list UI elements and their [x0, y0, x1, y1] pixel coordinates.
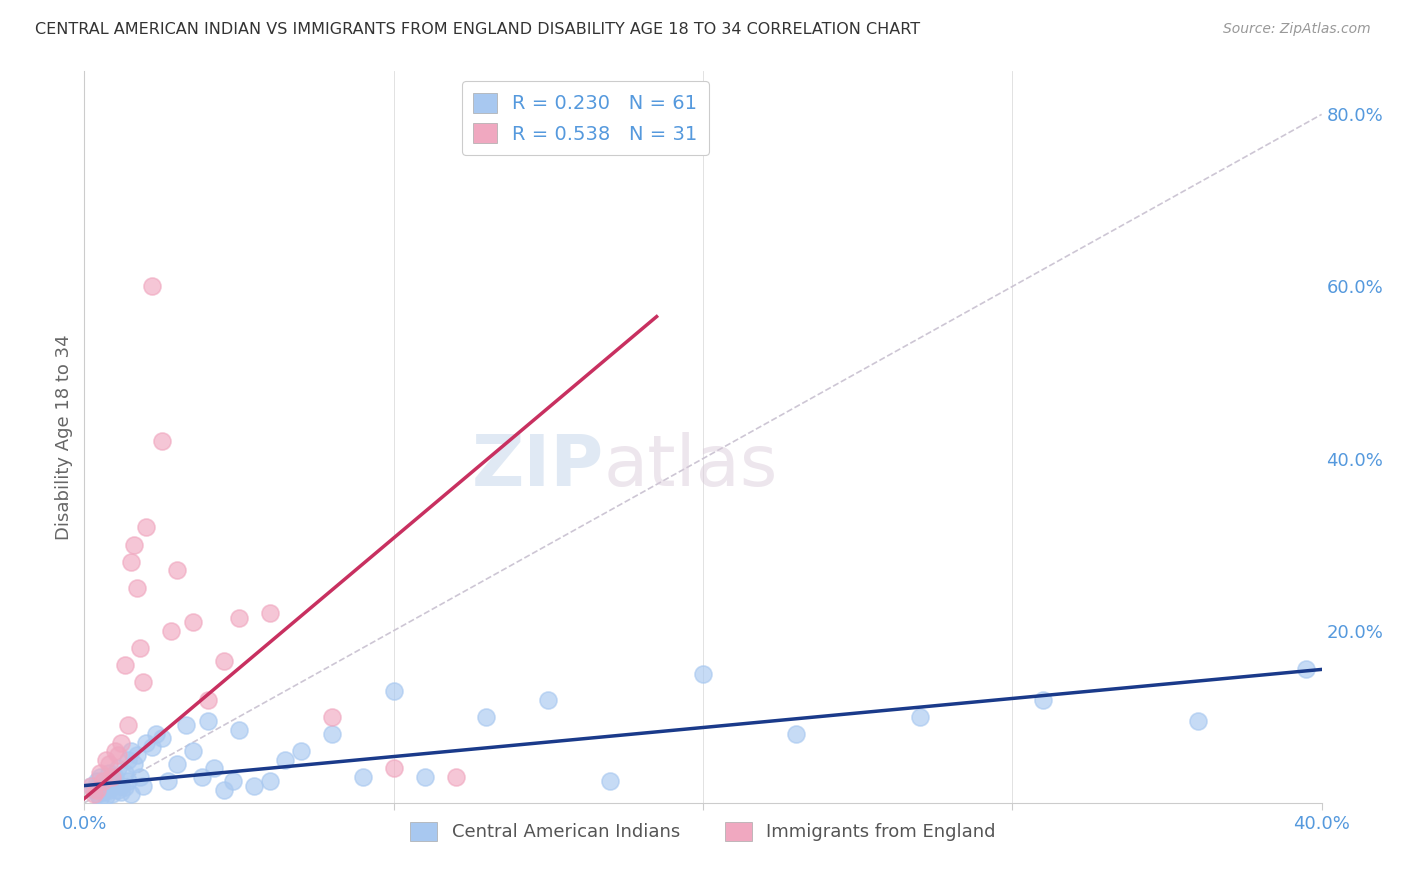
Point	[692, 666, 714, 681]
Point	[197, 714, 219, 728]
Point	[79, 779, 101, 793]
Point	[91, 785, 114, 799]
Point	[110, 779, 132, 793]
Point	[94, 753, 117, 767]
Point	[212, 783, 235, 797]
Point	[135, 520, 157, 534]
Point	[444, 770, 467, 784]
Point	[117, 718, 139, 732]
Point	[89, 791, 111, 805]
Point	[166, 757, 188, 772]
Point	[107, 748, 129, 763]
Point	[114, 780, 136, 795]
Text: atlas: atlas	[605, 432, 779, 500]
Point	[125, 581, 148, 595]
Point	[382, 684, 405, 698]
Point	[1187, 714, 1209, 728]
Point	[382, 761, 405, 775]
Point	[176, 718, 198, 732]
Point	[156, 774, 179, 789]
Point	[86, 774, 108, 789]
Point	[122, 757, 145, 772]
Y-axis label: Disability Age 18 to 34: Disability Age 18 to 34	[55, 334, 73, 540]
Point	[475, 710, 498, 724]
Point	[243, 779, 266, 793]
Point	[212, 654, 235, 668]
Point	[125, 748, 148, 763]
Point	[104, 774, 127, 789]
Point	[202, 761, 225, 775]
Point	[132, 675, 155, 690]
Point	[101, 779, 124, 793]
Point	[145, 727, 167, 741]
Point	[129, 770, 152, 784]
Point	[181, 615, 204, 629]
Point	[785, 727, 807, 741]
Point	[352, 770, 374, 784]
Point	[228, 723, 250, 737]
Point	[101, 787, 124, 801]
Point	[89, 770, 111, 784]
Point	[117, 753, 139, 767]
Text: ZIP: ZIP	[472, 432, 605, 500]
Text: Source: ZipAtlas.com: Source: ZipAtlas.com	[1223, 22, 1371, 37]
Point	[86, 787, 108, 801]
Point	[94, 777, 117, 791]
Point	[89, 765, 111, 780]
Point	[132, 779, 155, 793]
Point	[191, 770, 214, 784]
Point	[120, 787, 142, 801]
Point	[107, 783, 129, 797]
Point	[98, 765, 121, 780]
Point	[114, 658, 136, 673]
Point	[94, 789, 117, 803]
Point	[120, 744, 142, 758]
Point	[110, 735, 132, 749]
Point	[166, 564, 188, 578]
Point	[91, 774, 114, 789]
Point	[1032, 692, 1054, 706]
Point	[1295, 662, 1317, 676]
Point	[259, 607, 281, 621]
Point	[599, 774, 621, 789]
Point	[274, 753, 297, 767]
Point	[83, 787, 105, 801]
Point	[160, 624, 183, 638]
Point	[228, 611, 250, 625]
Point	[413, 770, 436, 784]
Point	[141, 739, 163, 754]
Point	[101, 770, 124, 784]
Point	[321, 727, 343, 741]
Point	[135, 735, 157, 749]
Point	[150, 731, 173, 746]
Point	[110, 785, 132, 799]
Point	[259, 774, 281, 789]
Point	[537, 692, 560, 706]
Text: CENTRAL AMERICAN INDIAN VS IMMIGRANTS FROM ENGLAND DISABILITY AGE 18 TO 34 CORRE: CENTRAL AMERICAN INDIAN VS IMMIGRANTS FR…	[35, 22, 921, 37]
Point	[321, 710, 343, 724]
Point	[150, 434, 173, 449]
Point	[98, 783, 121, 797]
Point	[290, 744, 312, 758]
Legend: Central American Indians, Immigrants from England: Central American Indians, Immigrants fro…	[402, 814, 1004, 848]
Point	[129, 640, 152, 655]
Point	[104, 744, 127, 758]
Point	[197, 692, 219, 706]
Point	[107, 761, 129, 775]
Point	[98, 757, 121, 772]
Point	[83, 783, 105, 797]
Point	[120, 555, 142, 569]
Point	[117, 774, 139, 789]
Point	[908, 710, 931, 724]
Point	[104, 770, 127, 784]
Point	[222, 774, 245, 789]
Point	[114, 765, 136, 780]
Point	[122, 538, 145, 552]
Point	[181, 744, 204, 758]
Point	[79, 779, 101, 793]
Point	[86, 783, 108, 797]
Point	[91, 780, 114, 795]
Point	[141, 279, 163, 293]
